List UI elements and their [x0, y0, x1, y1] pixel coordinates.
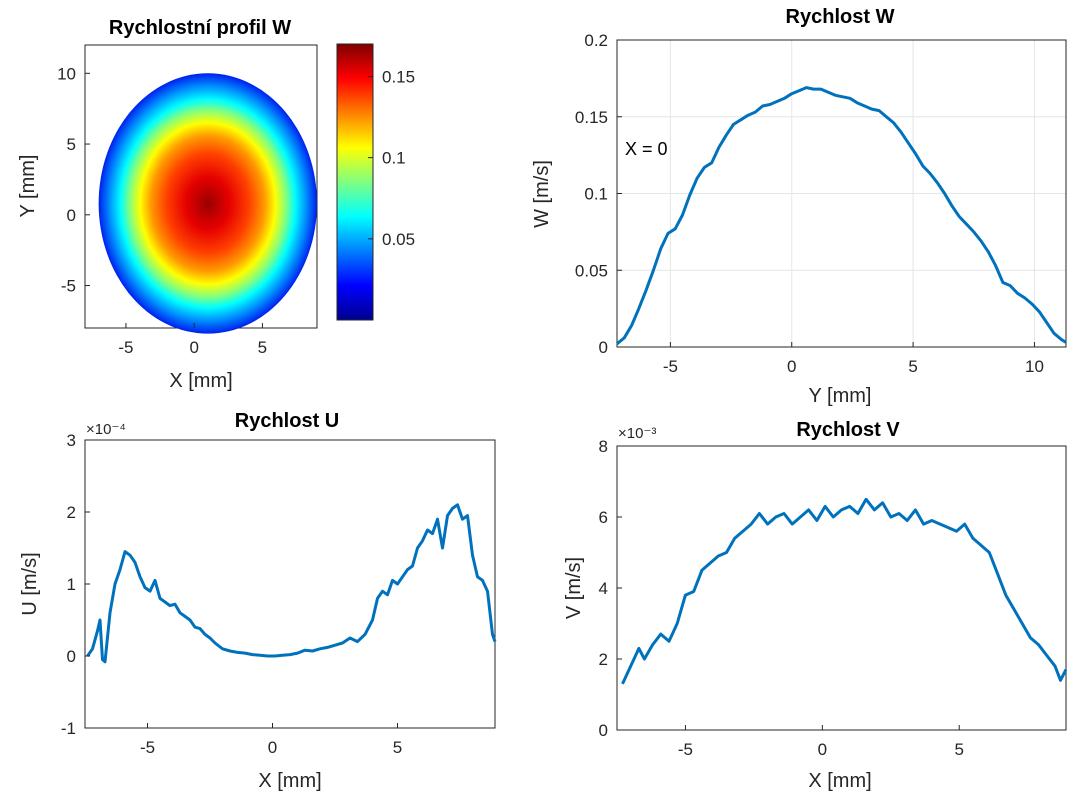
- hm-y-tick-label: 10: [57, 64, 76, 83]
- u-x-tick-label: 0: [268, 738, 277, 757]
- u-y-tick-label: 3: [67, 431, 76, 450]
- u-y-tick-label: 1: [67, 575, 76, 594]
- u-x-ticks: -5 0 5: [140, 723, 402, 757]
- hm-x-tick-label: 5: [258, 338, 267, 357]
- v-y-tick-label: 0: [599, 721, 608, 740]
- w-x-ticks: -5 0 5 10: [663, 342, 1044, 376]
- w-annotation: X = 0: [625, 139, 668, 159]
- w-x-tick-label: 5: [908, 357, 917, 376]
- heatmap-x-ticks: -5 0 5: [118, 323, 267, 357]
- v-panel: Rychlost V ×10⁻³ -5 0 5 0 2 4 6 8 X [mm] V [m/…: [563, 419, 1067, 792]
- w-title: Rychlost W: [786, 6, 895, 28]
- heatmap-x-label: X [mm]: [169, 370, 232, 392]
- hm-y-tick-label: 0: [67, 206, 76, 225]
- v-x-label: X [mm]: [808, 770, 871, 792]
- hm-x-tick-label: 0: [189, 338, 198, 357]
- hm-x-tick-label: -5: [118, 338, 133, 357]
- v-x-tick-label: -5: [678, 740, 693, 759]
- v-y-tick-label: 2: [599, 650, 608, 669]
- w-y-tick-label: 0.05: [575, 261, 608, 280]
- w-y-ticks: 0 0.05 0.1 0.15 0.2: [575, 31, 622, 357]
- v-y-tick-label: 4: [599, 579, 608, 598]
- v-title: Rychlost V: [796, 419, 900, 441]
- u-y-tick-label: 0: [67, 647, 76, 666]
- colorbar: [336, 43, 374, 321]
- v-series-line: [621, 497, 1067, 685]
- colorbar-tick-label: 0.1: [382, 149, 406, 168]
- hm-y-tick-label: 5: [67, 135, 76, 154]
- colorbar-ticks: 0.05 0.1 0.15: [368, 67, 415, 249]
- u-multiplier: ×10⁻⁴: [86, 421, 126, 438]
- w-y-label: W [m/s]: [531, 160, 553, 228]
- v-multiplier: ×10⁻³: [618, 425, 656, 442]
- u-panel: Rychlost U ×10⁻⁴ -5 0 5 -1 0 1 2 3 X [mm] U [m…: [19, 410, 497, 792]
- w-series-line: [616, 86, 1067, 346]
- heatmap-field: [98, 73, 317, 334]
- u-x-label: X [mm]: [258, 770, 321, 792]
- w-x-label: Y [mm]: [809, 385, 872, 407]
- v-y-tick-label: 8: [599, 437, 608, 456]
- w-x-tick-label: 0: [787, 357, 796, 376]
- heatmap-y-label: Y [mm]: [17, 155, 39, 218]
- v-axes-box: [616, 445, 1067, 731]
- u-y-tick-label: -1: [61, 719, 76, 738]
- w-y-tick-label: 0.15: [575, 108, 608, 127]
- w-x-tick-label: 10: [1025, 357, 1044, 376]
- colorbar-tick-label: 0.15: [382, 67, 415, 86]
- u-series-line: [86, 503, 497, 664]
- v-y-tick-label: 6: [599, 508, 608, 527]
- u-title: Rychlost U: [235, 410, 339, 432]
- v-y-label: V [m/s]: [563, 557, 585, 619]
- heatmap-title: Rychlostní profil W: [109, 17, 291, 39]
- u-x-tick-label: 5: [393, 738, 402, 757]
- w-y-tick-label: 0.2: [584, 31, 608, 50]
- w-y-tick-label: 0.1: [584, 185, 608, 204]
- heatmap-panel: Rychlostní profil W -5 0 5 -5 0 5 10 X [mm] Y…: [17, 17, 415, 392]
- w-y-tick-label: 0: [599, 338, 608, 357]
- u-y-tick-label: 2: [67, 503, 76, 522]
- v-x-tick-label: 0: [818, 740, 827, 759]
- u-y-ticks: -1 0 1 2 3: [61, 431, 90, 738]
- heatmap-y-ticks: -5 0 5 10: [57, 64, 90, 296]
- v-x-tick-label: 5: [954, 740, 963, 759]
- v-y-ticks: 0 2 4 6 8: [599, 437, 622, 740]
- w-panel: Rychlost W -5 0 5 10 00.050.10.150.2 X = 0 …: [531, 6, 1067, 407]
- v-x-ticks: -5 0 5: [678, 725, 964, 759]
- hm-y-tick-label: -5: [61, 277, 76, 296]
- w-x-tick-label: -5: [663, 357, 678, 376]
- u-y-label: U [m/s]: [19, 552, 41, 615]
- colorbar-tick-label: 0.05: [382, 230, 415, 249]
- u-x-tick-label: -5: [140, 738, 155, 757]
- u-axes-box: [84, 439, 496, 729]
